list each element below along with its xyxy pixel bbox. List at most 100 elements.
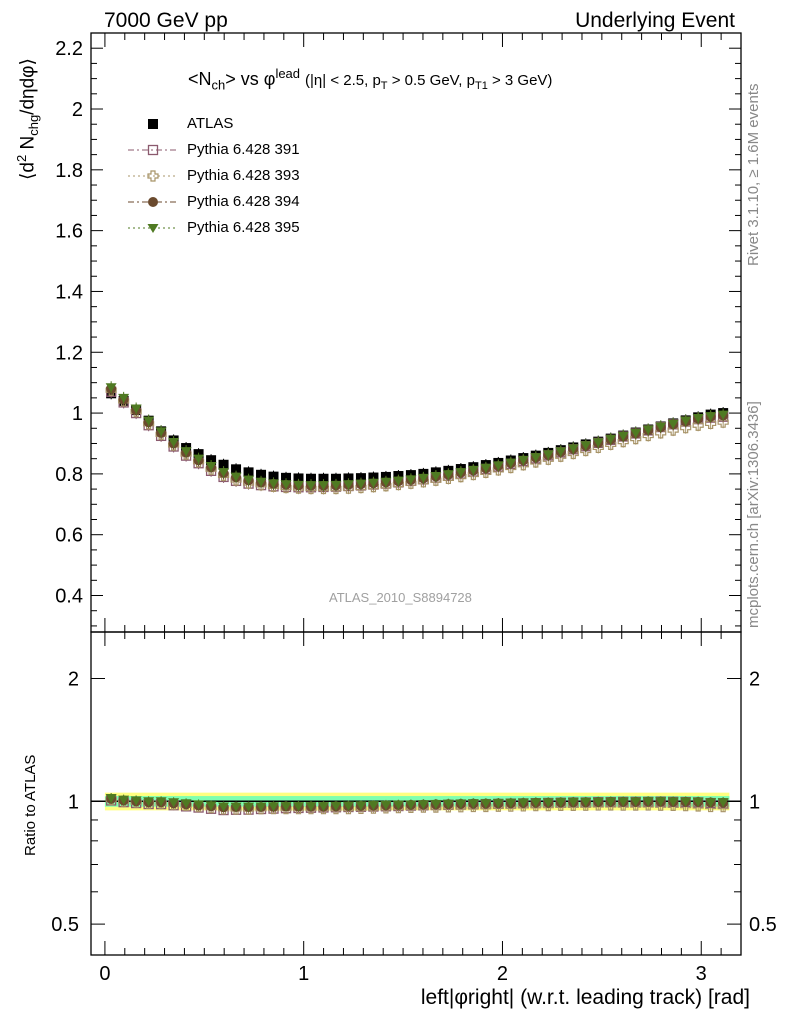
ratio-point <box>605 797 617 807</box>
legend-label-391: Pythia 6.428 391 <box>187 141 300 158</box>
ratio-point <box>380 800 392 810</box>
main-point <box>642 425 654 435</box>
main-point <box>592 438 604 448</box>
ratio-point <box>630 797 642 807</box>
main-point <box>243 467 254 478</box>
ratio-point <box>705 798 717 808</box>
legend-marker <box>148 197 158 207</box>
main-point <box>268 471 279 482</box>
ratio-point <box>692 797 704 807</box>
main-point <box>367 478 379 488</box>
main-point <box>230 472 242 482</box>
main-point <box>392 476 404 486</box>
main-point <box>330 480 342 490</box>
main-point <box>480 463 492 473</box>
main-point <box>280 480 292 490</box>
analysis-watermark: ATLAS_2010_S8894728 <box>329 590 472 605</box>
main-point <box>605 434 617 444</box>
ratio-y-tick-label-right: 0.5 <box>749 914 777 936</box>
ratio-point <box>530 798 542 808</box>
main-y-tick-label: 0.8 <box>55 464 83 486</box>
main-point <box>680 416 692 426</box>
legend-label-394: Pythia 6.428 394 <box>187 193 300 210</box>
ratio-point <box>367 801 379 811</box>
main-point <box>193 454 205 464</box>
main-point <box>118 393 130 403</box>
main-point <box>455 468 467 478</box>
legend-label-393: Pythia 6.428 393 <box>187 167 300 184</box>
main-y-tick-label: 1.8 <box>55 160 83 182</box>
main-point <box>580 441 592 451</box>
main-point <box>105 383 117 393</box>
main-point <box>655 422 667 432</box>
ratio-y-tick-label: 0.5 <box>51 914 79 936</box>
main-point <box>281 472 292 483</box>
ratio-point <box>330 801 342 811</box>
x-tick-label: 3 <box>696 963 707 985</box>
ratio-point <box>492 799 504 809</box>
main-panel-points <box>105 381 729 495</box>
ratio-point <box>230 802 242 812</box>
ratio-point <box>342 801 354 811</box>
main-y-tick-label: 0.4 <box>55 586 83 608</box>
main-point <box>355 479 367 489</box>
main-point <box>330 473 341 484</box>
ratio-point <box>680 797 692 807</box>
rivet-label: Rivet 3.1.10, ≥ 1.6M events <box>745 83 762 267</box>
main-point <box>692 419 704 431</box>
ratio-point <box>255 802 267 812</box>
main-point <box>180 447 192 457</box>
ratio-point <box>155 797 167 807</box>
main-point <box>143 416 155 426</box>
main-point <box>218 459 229 470</box>
ratio-point <box>392 800 404 810</box>
main-point <box>243 475 255 485</box>
header-left: 7000 GeV pp <box>104 9 228 32</box>
legend-marker <box>147 224 159 233</box>
main-point <box>492 461 504 471</box>
main-point <box>293 473 304 484</box>
main-point <box>555 447 567 457</box>
ratio-point <box>655 797 667 807</box>
main-point <box>205 461 217 471</box>
ratio-y-tick-label-right: 1 <box>749 791 760 813</box>
main-point <box>705 417 717 430</box>
main-point <box>442 470 454 480</box>
ratio-point <box>205 801 217 811</box>
main-point <box>517 455 529 465</box>
ratio-point <box>355 801 367 811</box>
x-tick-label: 1 <box>298 963 309 985</box>
ratio-point <box>243 802 255 812</box>
ratio-point <box>480 799 492 809</box>
x-tick-label: 0 <box>99 963 110 985</box>
main-point <box>692 413 704 423</box>
main-point <box>405 475 417 485</box>
y-axis-label: ⟨d2 Nchg/dηdφ⟩ <box>14 58 42 180</box>
main-point <box>256 469 267 480</box>
ratio-point <box>180 799 192 809</box>
main-y-tick-label: 1.6 <box>55 221 83 243</box>
ratio-y-tick-label: 1 <box>68 791 79 813</box>
main-point <box>667 419 679 429</box>
ratio-y-tick-label-right: 2 <box>749 668 760 690</box>
ratio-point <box>567 797 579 807</box>
ratio-point <box>218 802 230 812</box>
main-point <box>717 416 729 428</box>
x-tick-label: 2 <box>497 963 508 985</box>
ratio-point <box>442 799 454 809</box>
ratio-point <box>118 795 130 805</box>
main-y-tick-label: 1.4 <box>55 281 83 303</box>
ratio-point <box>317 802 329 812</box>
main-point <box>530 453 542 463</box>
ratio-y-tick-label: 2 <box>68 668 79 690</box>
ratio-point <box>555 798 567 808</box>
legend-marker <box>147 170 159 182</box>
main-point <box>342 480 354 490</box>
ratio-point <box>617 797 629 807</box>
main-point <box>305 481 317 491</box>
ratio-point <box>417 800 429 810</box>
ratio-point <box>430 799 442 809</box>
main-point <box>567 444 579 454</box>
ratio-point <box>105 794 117 804</box>
ratio-point <box>168 798 180 808</box>
